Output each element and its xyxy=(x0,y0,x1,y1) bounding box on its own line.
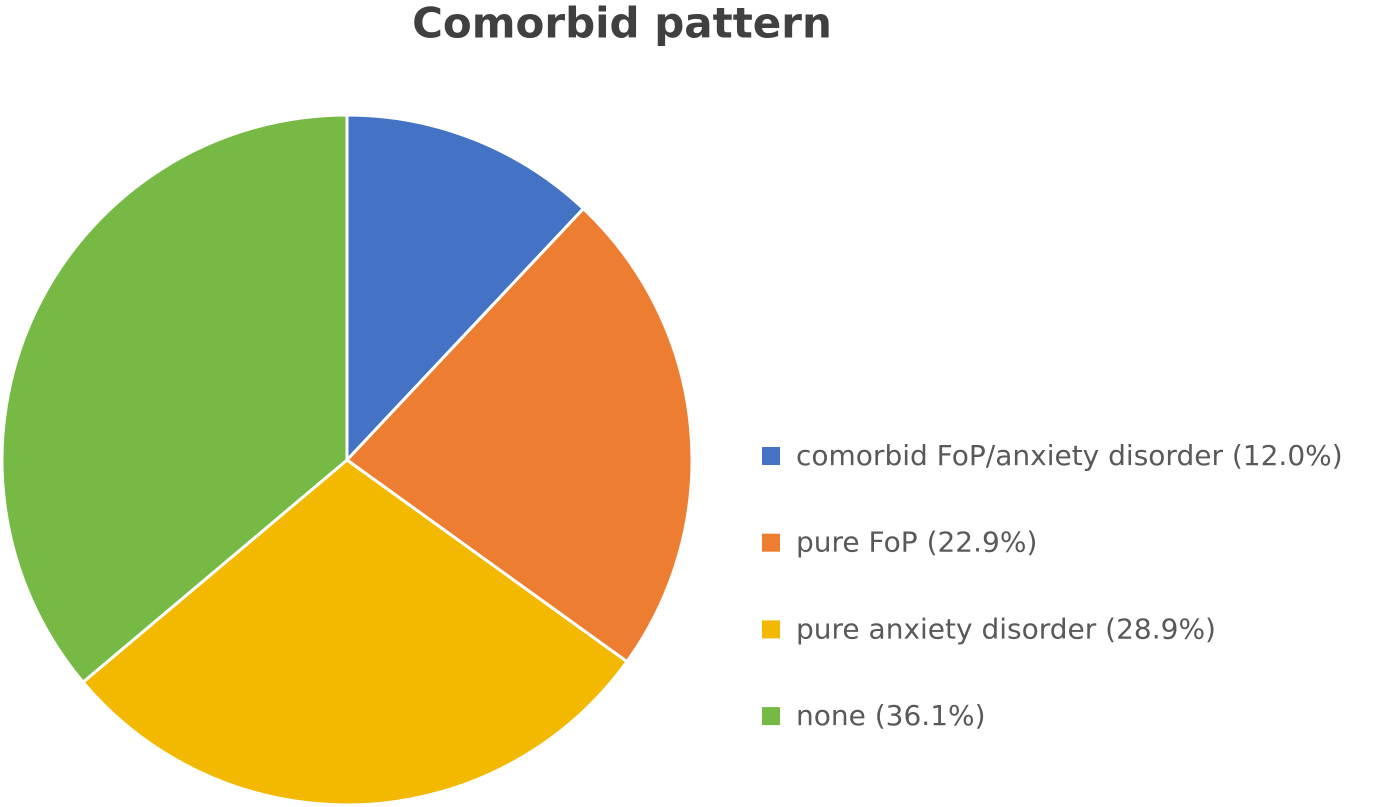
legend-label: pure FoP (22.9%) xyxy=(796,526,1037,559)
legend-swatch xyxy=(762,620,780,639)
legend-swatch xyxy=(762,533,780,552)
chart-title: Comorbid pattern xyxy=(412,0,832,48)
legend-swatch xyxy=(762,707,780,726)
pie-slice xyxy=(0,113,349,685)
legend-label: none (36.1%) xyxy=(796,699,986,732)
pie-slice xyxy=(345,113,586,464)
legend-swatch xyxy=(762,447,780,465)
legend-label: pure anxiety disorder (28.9%) xyxy=(796,612,1216,645)
pie-slice xyxy=(80,458,630,807)
pie-slice xyxy=(344,206,694,664)
legend-label: comorbid FoP/anxiety disorder (12.0%) xyxy=(796,439,1343,472)
